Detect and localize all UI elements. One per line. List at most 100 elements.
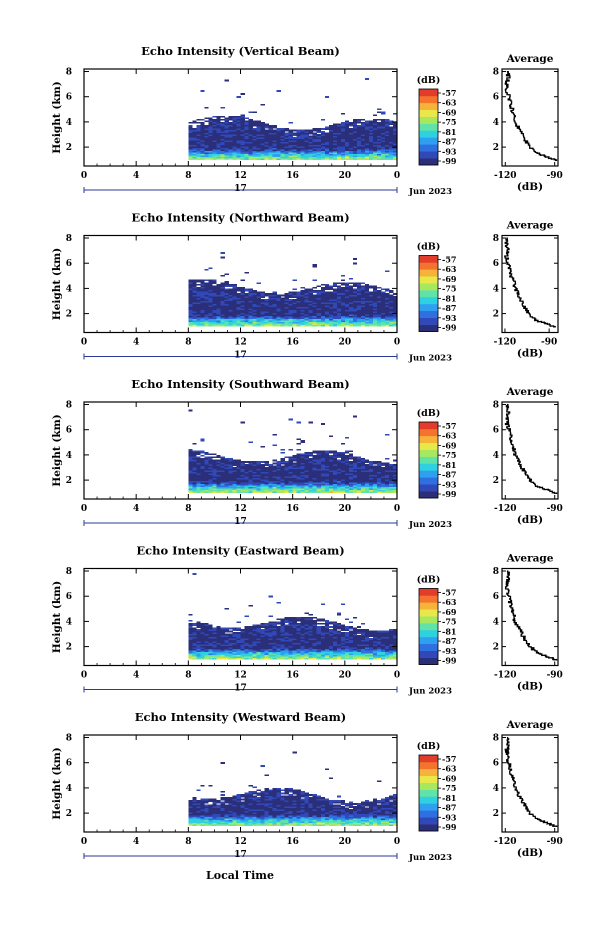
heatmap-cell bbox=[204, 309, 209, 312]
heatmap-cell bbox=[216, 636, 221, 639]
heatmap-cell bbox=[232, 639, 237, 642]
y-tick-label: 6 bbox=[66, 259, 72, 269]
heatmap-cell bbox=[300, 320, 305, 322]
heatmap-cell bbox=[276, 491, 281, 493]
heatmap-cell bbox=[364, 155, 370, 157]
heatmap-cell bbox=[236, 149, 241, 151]
heatmap-cell bbox=[320, 456, 326, 459]
heatmap-cell bbox=[280, 147, 285, 150]
heatmap-cell bbox=[264, 305, 269, 307]
heatmap-cell bbox=[264, 622, 269, 625]
heatmap-cell bbox=[244, 158, 249, 160]
heatmap-cell bbox=[328, 482, 334, 484]
average-x-tick-label: -90 bbox=[547, 504, 563, 514]
heatmap-cell bbox=[324, 306, 330, 309]
heatmap-cell bbox=[256, 323, 261, 325]
heatmap-cell bbox=[248, 462, 253, 465]
heatmap-cell bbox=[352, 137, 358, 139]
heatmap-cell bbox=[248, 302, 253, 304]
heatmap-cell bbox=[276, 638, 281, 640]
heatmap-cell bbox=[248, 292, 253, 295]
heatmap-cell bbox=[304, 463, 310, 466]
heatmap-cell bbox=[212, 140, 217, 142]
heatmap-cell bbox=[336, 489, 342, 492]
heatmap-cell bbox=[236, 286, 241, 289]
heatmap-cell bbox=[352, 294, 358, 297]
heatmap-cell bbox=[244, 460, 249, 463]
heatmap-cell bbox=[380, 308, 386, 310]
heatmap-cell bbox=[304, 638, 310, 640]
heatmap-cell bbox=[244, 476, 249, 478]
heatmap-cell bbox=[260, 121, 265, 124]
heatmap-cell bbox=[288, 298, 293, 301]
heatmap-cell bbox=[244, 315, 249, 318]
heatmap-cell bbox=[312, 144, 318, 147]
heatmap-cell bbox=[192, 311, 197, 313]
heatmap-cell bbox=[244, 638, 249, 640]
heatmap-cell bbox=[204, 486, 209, 489]
heatmap-cell bbox=[304, 137, 310, 139]
heatmap-cell bbox=[284, 465, 289, 468]
heatmap-cell bbox=[272, 132, 277, 135]
heatmap-cell bbox=[192, 315, 197, 318]
heatmap-cell bbox=[344, 127, 350, 130]
heatmap-cell bbox=[256, 297, 261, 300]
heatmap-cell bbox=[336, 311, 342, 313]
heatmap-cell bbox=[296, 323, 301, 325]
heatmap-cell bbox=[188, 305, 193, 307]
heatmap-cell bbox=[188, 149, 193, 151]
heatmap-cell bbox=[280, 303, 285, 306]
heatmap-cell bbox=[360, 320, 366, 322]
heatmap-cell bbox=[228, 480, 233, 483]
heatmap-cell bbox=[360, 303, 366, 306]
heatmap-cell bbox=[280, 624, 285, 627]
heatmap-cell bbox=[284, 321, 289, 324]
heatmap-cell bbox=[324, 462, 330, 465]
heatmap-cell bbox=[228, 146, 233, 148]
heatmap-cell bbox=[288, 300, 293, 303]
heatmap-cell bbox=[232, 460, 237, 463]
heatmap-cell bbox=[388, 480, 394, 483]
heatmap-cell bbox=[328, 465, 334, 468]
heatmap-cell bbox=[392, 476, 398, 478]
heatmap-cell bbox=[196, 138, 201, 141]
heatmap-cell bbox=[312, 482, 318, 484]
heatmap-cell bbox=[336, 295, 342, 298]
heatmap-cell bbox=[384, 321, 390, 324]
heatmap-cell bbox=[368, 323, 374, 325]
heatmap-cell bbox=[208, 155, 213, 157]
heatmap-cell bbox=[200, 121, 205, 124]
heatmap-cell bbox=[336, 155, 342, 157]
heatmap-cell bbox=[364, 468, 370, 471]
heatmap-cell bbox=[192, 144, 197, 147]
heatmap-cell bbox=[212, 642, 217, 645]
heatmap-cell bbox=[280, 645, 285, 648]
heatmap-cell bbox=[224, 639, 229, 642]
heatmap-cell bbox=[200, 645, 205, 648]
heatmap-cell bbox=[208, 647, 213, 649]
heatmap-cell bbox=[264, 625, 269, 628]
heatmap-cell bbox=[244, 314, 249, 316]
heatmap-cell bbox=[224, 129, 229, 132]
heatmap-cell bbox=[384, 129, 390, 132]
heatmap-cell bbox=[232, 294, 237, 297]
heatmap-cell bbox=[264, 471, 269, 474]
heatmap-cell bbox=[308, 146, 314, 148]
heatmap-cell bbox=[308, 488, 314, 490]
heatmap-cell bbox=[360, 317, 366, 319]
heatmap-cell bbox=[308, 315, 314, 318]
heatmap-cell bbox=[192, 120, 197, 123]
heatmap-cell bbox=[192, 135, 197, 138]
heatmap-cell bbox=[388, 291, 394, 294]
heatmap-cell bbox=[280, 158, 285, 160]
heatmap-cell bbox=[216, 471, 221, 474]
heatmap-cell bbox=[212, 282, 217, 285]
heatmap-cell bbox=[188, 645, 193, 648]
heatmap-cell bbox=[328, 285, 334, 288]
heatmap-cell bbox=[208, 146, 213, 148]
heatmap-cell bbox=[228, 314, 233, 316]
heatmap-cell bbox=[236, 303, 241, 306]
heatmap-cell bbox=[292, 298, 297, 301]
heatmap-cell bbox=[368, 121, 374, 124]
heatmap-cell bbox=[292, 480, 297, 483]
